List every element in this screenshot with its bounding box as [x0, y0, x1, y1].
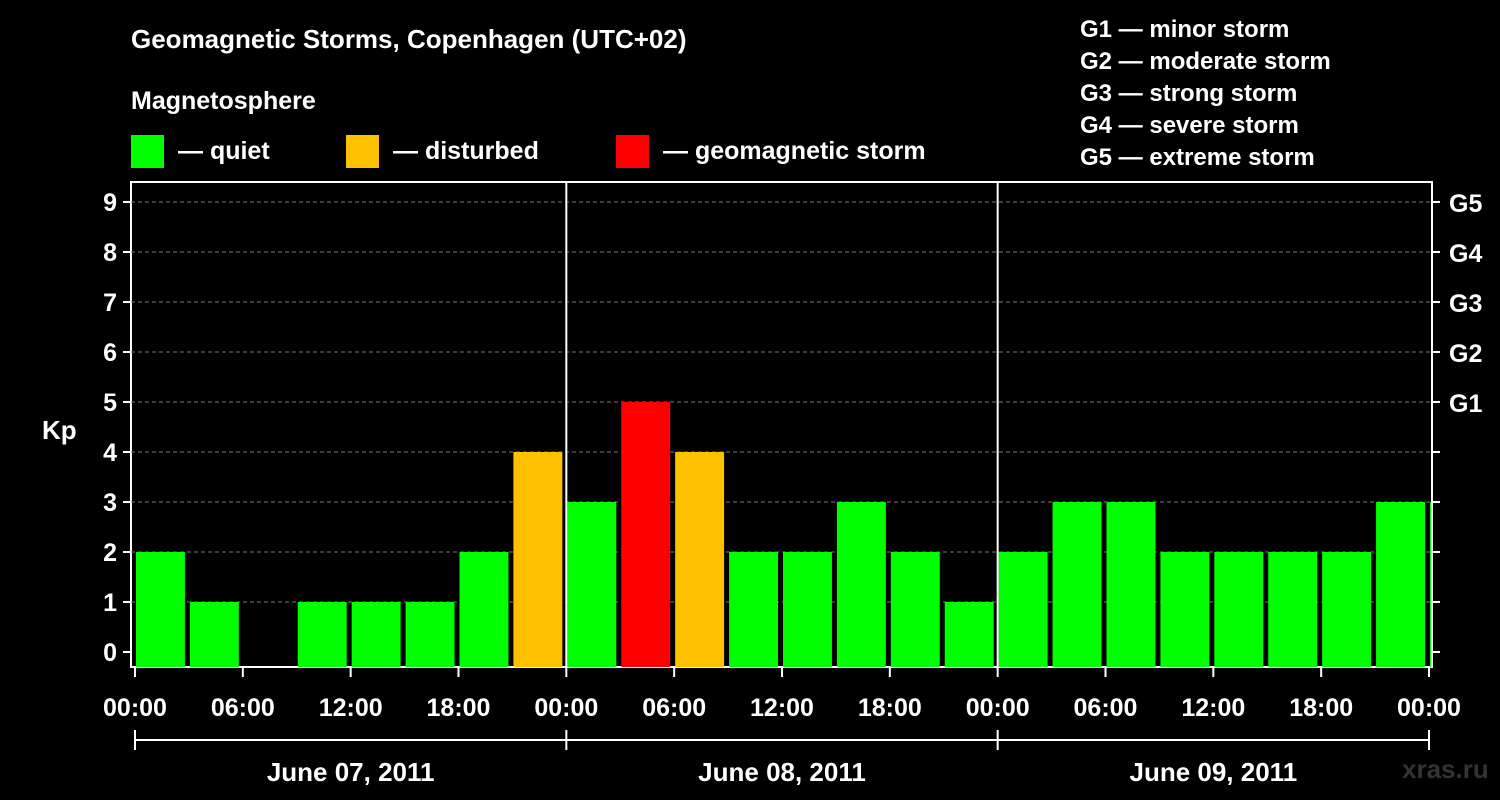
- day-label: June 08, 2011: [698, 757, 866, 787]
- x-tick-label: 06:00: [642, 694, 706, 722]
- chart-title: Geomagnetic Storms, Copenhagen (UTC+02): [131, 24, 687, 54]
- kp-bar: [136, 552, 185, 667]
- x-tick-label: 12:00: [750, 694, 814, 722]
- x-tick-label: 18:00: [858, 694, 922, 722]
- kp-bar: [1376, 502, 1425, 667]
- y-tick-label: 4: [103, 439, 117, 467]
- day-label: June 07, 2011: [267, 757, 435, 787]
- kp-bar: [836, 502, 886, 667]
- x-tick-label: 00:00: [103, 694, 167, 722]
- kp-bar: [729, 552, 778, 667]
- chart-subtitle: Magnetosphere: [131, 87, 316, 115]
- kp-bar: [459, 552, 509, 667]
- x-tick-label: 18:00: [427, 694, 491, 722]
- legend-swatch-storm: [616, 134, 649, 168]
- watermark: xras.ru: [1402, 754, 1489, 784]
- g-scale-label: G2: [1449, 340, 1482, 368]
- kp-bar: [1106, 502, 1156, 667]
- x-tick-label: 00:00: [534, 694, 598, 722]
- y-tick-label: 0: [103, 639, 117, 667]
- kp-bar: [1430, 502, 1431, 667]
- storm-scale-g1: G1 — minor storm: [1080, 16, 1290, 43]
- kp-bar: [944, 602, 994, 667]
- y-tick-label: 1: [103, 589, 117, 617]
- y-tick-label: 3: [103, 489, 117, 517]
- y-tick-label: 6: [103, 339, 117, 367]
- kp-bar: [1052, 502, 1102, 667]
- legend-label-disturbed: — disturbed: [393, 136, 539, 165]
- kp-bar: [783, 552, 832, 667]
- kp-bar: [1160, 552, 1210, 667]
- kp-bar: [621, 402, 671, 667]
- storm-scale-g2: G2 — moderate storm: [1080, 48, 1331, 75]
- y-tick-label: 9: [103, 189, 117, 217]
- x-tick-label: 12:00: [1181, 694, 1245, 722]
- kp-bar: [1268, 552, 1318, 667]
- y-tick-label: 2: [103, 539, 117, 567]
- kp-bar: [1214, 552, 1264, 667]
- kp-bar: [405, 602, 455, 667]
- legend-item-quiet: — quiet: [131, 134, 270, 168]
- g-scale-label: G5: [1449, 190, 1482, 218]
- kp-bar: [890, 552, 940, 667]
- storm-scale-g4: G4 — severe storm: [1080, 112, 1299, 139]
- x-tick-label: 06:00: [1074, 694, 1138, 722]
- kp-bar: [567, 502, 617, 667]
- storm-scale-g3: G3 — strong storm: [1080, 80, 1298, 107]
- y-axis-label: Kp: [42, 415, 77, 445]
- kp-bar: [1322, 552, 1372, 667]
- x-tick-label: 00:00: [1397, 694, 1461, 722]
- kp-bar: [513, 452, 563, 667]
- legend-item-disturbed: — disturbed: [346, 134, 539, 168]
- legend-swatch-quiet: [131, 134, 164, 168]
- storm-scale-g5: G5 — extreme storm: [1080, 144, 1315, 171]
- g-scale-label: G4: [1449, 240, 1482, 268]
- y-tick-label: 8: [103, 239, 117, 267]
- g-scale-label: G1: [1449, 390, 1482, 418]
- day-label: June 09, 2011: [1129, 757, 1297, 787]
- kp-bar: [297, 602, 347, 667]
- x-tick-label: 00:00: [966, 694, 1030, 722]
- legend-swatch-disturbed: [346, 134, 379, 168]
- legend-item-storm: — geomagnetic storm: [616, 134, 926, 168]
- kp-bar: [189, 602, 239, 667]
- legend-label-storm: — geomagnetic storm: [663, 136, 926, 165]
- y-tick-label: 7: [103, 289, 117, 317]
- x-tick-label: 06:00: [211, 694, 275, 722]
- kp-bar: [351, 602, 401, 667]
- kp-bar: [998, 552, 1048, 667]
- x-tick-label: 12:00: [319, 694, 383, 722]
- g-scale-label: G3: [1449, 290, 1482, 318]
- kp-bar: [675, 452, 725, 667]
- y-tick-label: 5: [103, 389, 117, 417]
- x-tick-label: 18:00: [1289, 694, 1353, 722]
- legend-label-quiet: — quiet: [178, 136, 270, 165]
- storm-scale-list: G1 — minor storm G2 — moderate storm G3 …: [1080, 14, 1331, 174]
